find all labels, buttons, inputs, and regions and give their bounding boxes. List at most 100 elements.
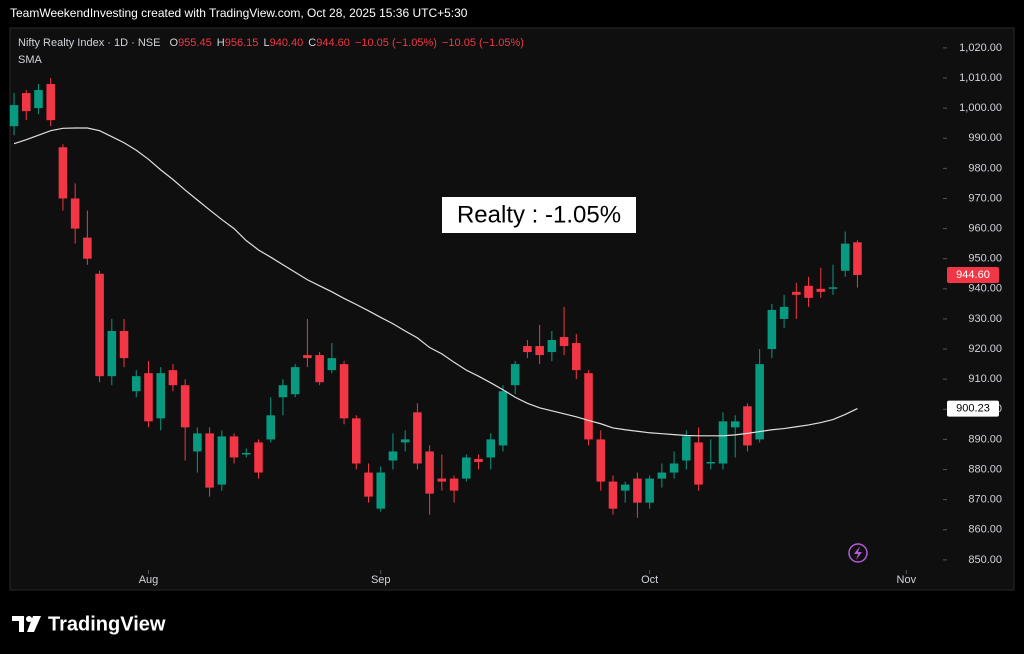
candle-body xyxy=(486,439,496,458)
candle-body xyxy=(633,478,642,503)
x-tick-label: Oct xyxy=(641,574,658,586)
candle-body xyxy=(83,237,92,259)
h-value: 956.15 xyxy=(225,37,259,49)
header: TeamWeekendInvesting created with Tradin… xyxy=(10,6,468,20)
candle-body xyxy=(70,198,80,229)
candle-body xyxy=(278,385,288,398)
candle-body xyxy=(608,481,618,509)
candle-body xyxy=(400,439,410,443)
x-tick-label: Sep xyxy=(371,574,391,586)
legend: Nifty Realty Index · 1D · NSE O955.45 H9… xyxy=(18,37,524,49)
candle-body xyxy=(462,457,471,479)
candle-body xyxy=(449,478,459,491)
candle-body xyxy=(510,364,520,386)
candle-body xyxy=(694,442,703,485)
candle-body xyxy=(792,291,801,295)
logo-dot xyxy=(26,616,32,622)
y-tick-label: 890.00 xyxy=(968,433,1002,445)
candle-body xyxy=(804,285,813,298)
logo-mark xyxy=(12,616,24,632)
candle-body xyxy=(523,346,532,353)
candle-body xyxy=(425,451,434,494)
candle-body xyxy=(229,436,239,458)
y-tick-label: 980.00 xyxy=(968,162,1002,174)
candle-body xyxy=(828,287,838,289)
c-value: 944.60 xyxy=(316,37,350,49)
candle-body xyxy=(315,355,324,383)
c-label: C xyxy=(308,37,316,49)
y-tick-label: 920.00 xyxy=(968,343,1002,355)
candle-body xyxy=(107,330,117,377)
candle-body xyxy=(584,373,593,440)
price-label: 900.23 xyxy=(956,403,990,415)
candle-body xyxy=(327,358,337,371)
symbol: Nifty Realty Index · 1D · NSE xyxy=(18,37,160,49)
plot: 850.00860.00870.00880.00890.00900.00910.… xyxy=(9,42,1002,586)
o-label: O xyxy=(170,37,179,49)
candle-body xyxy=(498,391,508,446)
candle-body xyxy=(718,421,728,464)
alert-icon[interactable] xyxy=(848,543,868,563)
candle-body xyxy=(217,436,227,485)
candle-body xyxy=(437,478,447,482)
candle-body xyxy=(58,147,68,199)
candle-body xyxy=(254,442,263,473)
candle-body xyxy=(95,273,104,377)
candle-body xyxy=(853,242,862,275)
candle-body xyxy=(596,439,606,482)
candle-body xyxy=(46,84,55,121)
candle-body xyxy=(168,370,178,386)
change: −10.05 (−1.05%) xyxy=(355,37,437,49)
candle-body xyxy=(535,346,544,356)
candle-body xyxy=(352,418,361,464)
candle-body xyxy=(547,340,557,353)
candle-body xyxy=(21,93,31,112)
candle-body xyxy=(682,436,691,461)
candle-body xyxy=(645,478,654,503)
y-tick-label: 950.00 xyxy=(968,253,1002,265)
chart-panel xyxy=(9,27,1015,591)
price-label: 944.60 xyxy=(956,269,990,281)
candle-body xyxy=(816,288,826,292)
candle-body xyxy=(706,461,716,464)
candle-body xyxy=(559,337,569,347)
candle-body xyxy=(144,373,153,422)
candle-body xyxy=(620,484,630,491)
candle-body xyxy=(572,343,581,371)
footer-brand: TradingView xyxy=(48,613,166,635)
y-tick-label: 1,020.00 xyxy=(959,42,1002,54)
h-label: H xyxy=(217,37,225,49)
y-tick-label: 870.00 xyxy=(968,494,1002,506)
l-value: 940.40 xyxy=(270,37,304,49)
y-tick-label: 990.00 xyxy=(968,132,1002,144)
logo-mark-2 xyxy=(27,616,41,632)
y-tick-label: 1,000.00 xyxy=(959,102,1002,114)
y-tick-label: 940.00 xyxy=(968,283,1002,295)
price-label-box xyxy=(947,266,999,283)
candle-body xyxy=(193,433,202,452)
annotation: Realty : -1.05% xyxy=(457,201,621,228)
candle-body xyxy=(840,243,850,271)
x-tick-label: Nov xyxy=(897,574,917,586)
annotation-box xyxy=(442,197,636,233)
candle-body xyxy=(388,451,398,461)
candle-body xyxy=(376,472,386,509)
y-tick-label: 910.00 xyxy=(968,373,1002,385)
y-tick-label: 880.00 xyxy=(968,463,1002,475)
candle-body xyxy=(241,452,251,455)
y-tick-label: 860.00 xyxy=(968,524,1002,536)
candle-body xyxy=(669,463,679,473)
candle-body xyxy=(364,472,373,497)
candle-body xyxy=(131,376,141,392)
sma-line xyxy=(13,127,858,437)
candle-body xyxy=(413,412,422,464)
candle-body xyxy=(119,330,129,359)
change-2: −10.05 (−1.05%) xyxy=(442,37,524,49)
candle-body xyxy=(9,105,19,127)
candle-body xyxy=(34,90,43,109)
candle-body xyxy=(743,406,752,446)
candle-body xyxy=(205,433,214,488)
x-tick-label: Aug xyxy=(139,574,159,586)
